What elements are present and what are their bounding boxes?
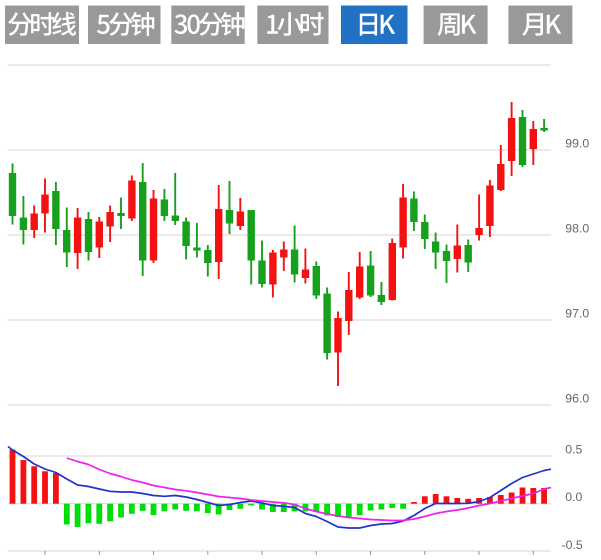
- svg-text:97.0: 97.0: [565, 307, 589, 321]
- svg-text:-0.5: -0.5: [562, 538, 583, 552]
- svg-text:98.0: 98.0: [565, 222, 589, 236]
- svg-text:0.0: 0.0: [565, 490, 582, 504]
- svg-text:96.0: 96.0: [565, 392, 589, 406]
- svg-text:99.0: 99.0: [565, 137, 589, 151]
- svg-text:0.5: 0.5: [565, 443, 582, 457]
